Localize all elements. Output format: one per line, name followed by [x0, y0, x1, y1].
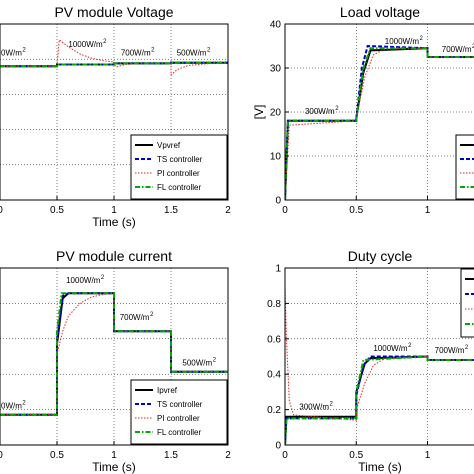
annotation-superscript: 2: [330, 402, 334, 408]
x-tick-label: 2: [225, 450, 231, 461]
chart-title: Load voltage: [340, 4, 420, 20]
grid: [0, 24, 228, 200]
x-tick-label: 1: [425, 205, 431, 216]
legend-entry: TS controller: [157, 155, 203, 164]
y-tick-label: 10: [270, 152, 282, 163]
series-line-3: [285, 285, 474, 421]
annotation-superscript: 2: [103, 39, 107, 45]
irradiance-annotation: 0W/m: [1, 49, 22, 58]
x-axis-label: Time (s): [358, 460, 402, 474]
annotation-superscript: 2: [101, 275, 105, 281]
irradiance-annotation: 500W/m: [182, 358, 212, 367]
x-tick-label: 0: [282, 450, 288, 461]
x-tick-label: 0: [0, 450, 3, 461]
legend-entry: Vpvref: [157, 141, 181, 150]
x-tick-label: 0.5: [349, 450, 363, 461]
irradiance-annotation: 1000W/m: [385, 37, 420, 46]
x-tick-label: 2: [225, 205, 231, 216]
annotation-superscript: 2: [419, 36, 423, 42]
x-tick-label: 1: [111, 205, 117, 216]
x-tick-label: 0: [0, 205, 3, 216]
legend-box: [455, 134, 474, 200]
y-tick-label: 0.6: [267, 334, 281, 345]
annotation-superscript: 2: [150, 312, 154, 318]
annotation-superscript: 2: [472, 44, 474, 50]
irradiance-annotation: 500W/m: [177, 49, 207, 58]
subplot-bl: 0 0.5 1 1.5 2 PV module current Time (s) 1000W/…: [0, 248, 231, 474]
y-tick-label: 0.2: [267, 405, 281, 416]
series-line-3: [285, 47, 474, 200]
annotation-superscript: 2: [207, 48, 211, 54]
series-line-2: [0, 292, 228, 416]
annotation-superscript: 2: [465, 345, 469, 351]
x-tick-label: 1: [111, 450, 117, 461]
series-line-4: [285, 355, 474, 445]
legend: Ipvref TS controller PI controller FL contr…: [130, 379, 228, 445]
legend-entry: Ipvref: [157, 386, 178, 395]
y-tick-label: 0: [275, 441, 281, 452]
x-tick-label: 0.5: [50, 450, 64, 461]
irradiance-annotation: 700W/m: [442, 45, 472, 54]
y-tick-label: 40: [270, 20, 282, 31]
y-tick-label: 20: [270, 108, 282, 119]
y-axis-label: [V]: [252, 105, 266, 120]
x-axis-label: Time (s): [92, 460, 136, 474]
legend-entry: FL controller: [157, 428, 202, 437]
irradiance-annotation: 1000W/m: [66, 276, 101, 285]
legend-entry: TS controller: [157, 400, 203, 409]
x-tick-label: 1.5: [164, 205, 178, 216]
chart-title: Duty cycle: [348, 248, 413, 264]
y-tick-label: 30: [270, 64, 282, 75]
chart-title: PV module current: [56, 248, 172, 264]
y-tick-label: 0: [275, 196, 281, 207]
irradiance-annotation: 300W/m: [305, 107, 335, 116]
irradiance-annotation: 700W/m: [120, 313, 150, 322]
irradiance-annotation: 1000W/m: [373, 344, 408, 353]
x-tick-label: 1: [425, 450, 431, 461]
annotation-superscript: 2: [213, 357, 217, 363]
x-axis-label: Time (s): [92, 215, 136, 229]
subplot-br: 0 0.5 1 0 0.2 0.4 0.6 0.8 1 Duty cycle Time (s) 100…: [267, 248, 474, 474]
series-line-4: [0, 292, 228, 416]
irradiance-annotation: 0W/m: [1, 401, 22, 410]
irradiance-annotation: 300W/m: [299, 403, 329, 412]
legend-entry: PI controller: [157, 169, 200, 178]
series-line-4: [0, 61, 228, 68]
irradiance-annotation: 1000W/m: [68, 40, 103, 49]
y-tick-label: 0.8: [267, 299, 281, 310]
chart-title: PV module Voltage: [54, 4, 173, 20]
legend-box: [460, 268, 474, 338]
y-tick-label: 0.4: [267, 370, 281, 381]
irradiance-annotation: 700W/m: [121, 49, 151, 58]
x-tick-label: 0: [282, 205, 288, 216]
annotation-superscript: 2: [335, 106, 339, 112]
legend: [460, 268, 474, 338]
legend: Vpvref TS controller PI controller FL contr…: [130, 134, 228, 200]
plot-area: [285, 24, 474, 200]
y-tick-label: 1: [275, 264, 281, 275]
annotation-superscript: 2: [151, 48, 155, 54]
series-line-4: [285, 47, 474, 200]
annotation-superscript: 2: [22, 400, 26, 406]
x-tick-label: 1.5: [164, 450, 178, 461]
annotation-superscript: 2: [408, 343, 412, 349]
x-tick-label: 0.5: [349, 205, 363, 216]
legend-entry: FL controller: [157, 183, 202, 192]
irradiance-annotation: 700W/m: [435, 346, 465, 355]
annotation-superscript: 2: [22, 48, 26, 54]
legend-entry: PI controller: [157, 414, 200, 423]
x-tick-label: 0.5: [50, 205, 64, 216]
